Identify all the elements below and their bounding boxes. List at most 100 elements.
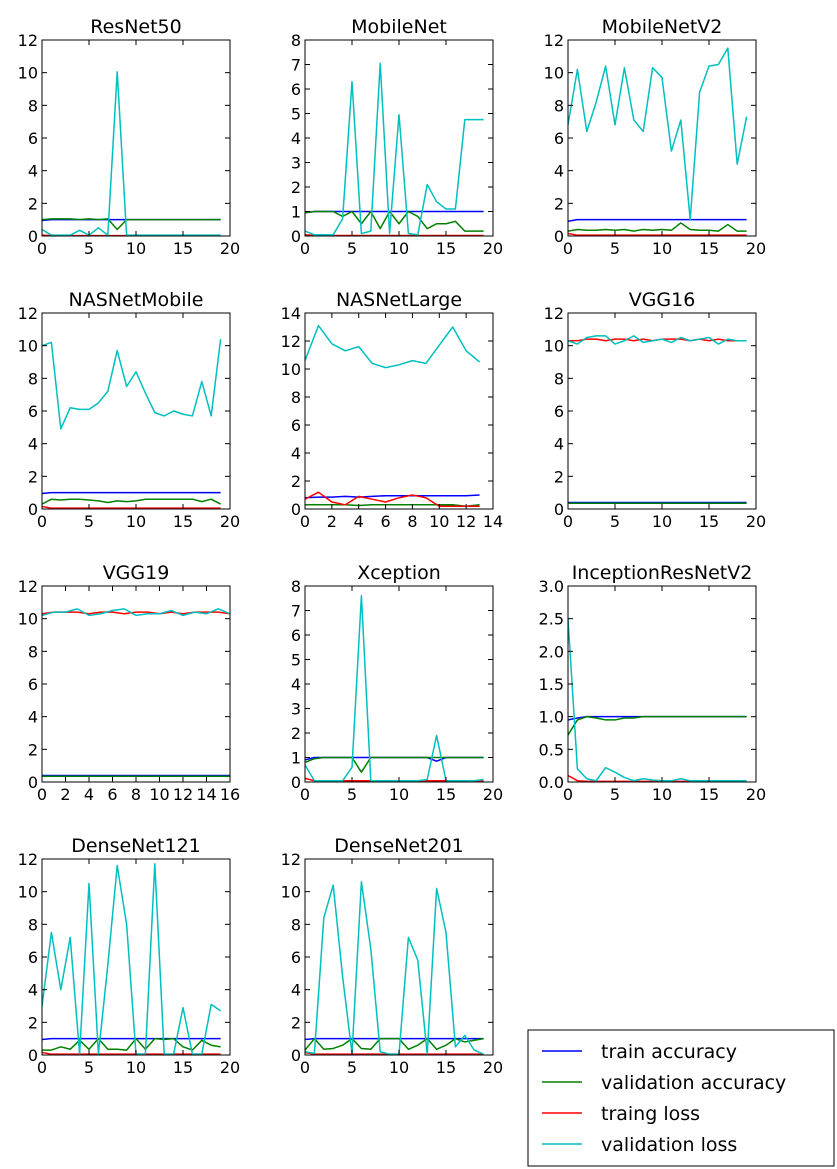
series-line-validation-loss	[42, 71, 221, 236]
y-tick-label: 2	[291, 472, 301, 491]
y-tick-label: 10	[281, 883, 301, 902]
x-tick-label: 6	[107, 785, 117, 804]
series-line-validation-accuracy	[568, 222, 747, 232]
x-tick-label: 15	[699, 239, 719, 258]
series-line-train-accuracy	[42, 491, 221, 495]
y-tick-label: 2.5	[539, 610, 564, 629]
x-tick-label: 15	[436, 1058, 456, 1077]
x-tick-label: 0	[300, 239, 310, 258]
y-tick-label: 0	[28, 1046, 38, 1065]
x-tick-label: 15	[699, 512, 719, 531]
x-tick-label: 10	[126, 1058, 146, 1077]
x-tick-label: 4	[354, 512, 364, 531]
y-tick-label: 1.5	[539, 675, 564, 694]
y-tick-label: 2	[291, 1013, 301, 1032]
y-tick-label: 4	[291, 981, 301, 1000]
x-tick-label: 20	[220, 1058, 240, 1077]
y-tick-label: 1	[291, 203, 301, 222]
axes-frame	[567, 585, 757, 783]
subplot-densenet201: DenseNet201 0 5 10 15 20 0 2 4 6 8 10 12	[281, 835, 504, 1077]
y-tick-label: 0	[554, 227, 564, 246]
y-tick-label: 8	[291, 388, 301, 407]
y-tick-label: 4	[291, 444, 301, 463]
x-tick-label: 0	[300, 1058, 310, 1077]
subplot-title: NASNetLarge	[336, 289, 462, 311]
y-tick-label: 3.0	[539, 577, 564, 596]
y-tick-label: 6	[554, 402, 564, 421]
series-line-validation-accuracy	[42, 498, 221, 505]
x-tick-label: 15	[436, 239, 456, 258]
y-tick-label: 6	[28, 675, 38, 694]
y-tick-label: 12	[18, 304, 38, 323]
y-tick-label: 6	[28, 402, 38, 421]
x-tick-label: 8	[407, 512, 417, 531]
y-tick-label: 5	[291, 105, 301, 124]
x-tick-label: 0	[563, 239, 573, 258]
series-line-validation-loss	[42, 863, 222, 1055]
x-tick-label: 5	[610, 239, 620, 258]
series-line-validation-loss	[42, 339, 222, 430]
series-line-validation-loss	[568, 335, 747, 345]
y-tick-label: 2	[554, 194, 564, 213]
x-tick-label: 15	[173, 1058, 193, 1077]
x-tick-label: 0	[563, 785, 573, 804]
y-tick-label: 14	[281, 304, 301, 323]
y-tick-label: 2	[28, 1013, 38, 1032]
x-tick-label: 0	[300, 785, 310, 804]
y-tick-label: 8	[554, 369, 564, 388]
y-tick-label: 10	[18, 610, 38, 629]
x-tick-label: 16	[220, 785, 240, 804]
subplot-vgg16: VGG16 0 5 10 15 20 0 2 4 6 8 10 12	[544, 289, 767, 531]
y-tick-label: 0	[291, 773, 301, 792]
axes-frame	[567, 39, 757, 237]
x-tick-label: 0	[300, 512, 310, 531]
series-line-validation-accuracy	[42, 1037, 221, 1051]
x-tick-label: 5	[347, 1058, 357, 1077]
subplot-title: Xception	[357, 562, 441, 584]
series-line-validation-loss	[305, 324, 481, 369]
y-tick-label: 4	[28, 981, 38, 1000]
y-tick-label: 8	[554, 96, 564, 115]
subplot-mobilenet: MobileNet 0 5 10 15 20 0 1 2 3 4 5 6 7 8	[291, 16, 503, 258]
x-tick-label: 5	[347, 239, 357, 258]
x-tick-label: 10	[389, 239, 409, 258]
x-tick-label: 2	[60, 785, 70, 804]
axes-frame	[304, 39, 494, 237]
series-line-train-accuracy	[305, 494, 480, 499]
x-tick-label: 12	[173, 785, 193, 804]
x-tick-label: 5	[610, 785, 620, 804]
y-tick-label: 0	[291, 1046, 301, 1065]
y-tick-label: 12	[18, 31, 38, 50]
subplot-title: MobileNet	[351, 16, 447, 38]
x-tick-label: 20	[746, 785, 766, 804]
legend-label: validation accuracy	[601, 1072, 786, 1094]
y-tick-label: 12	[281, 332, 301, 351]
y-tick-label: 2	[28, 194, 38, 213]
x-tick-label: 5	[84, 512, 94, 531]
y-tick-label: 2.0	[539, 642, 564, 661]
series-line-train-accuracy	[568, 218, 747, 223]
series-line-validation-accuracy	[305, 1037, 484, 1051]
y-tick-label: 4	[28, 435, 38, 454]
series-line-validation-loss	[568, 47, 748, 221]
y-tick-label: 8	[28, 369, 38, 388]
x-tick-label: 2	[327, 512, 337, 531]
y-tick-label: 1	[291, 749, 301, 768]
x-tick-label: 20	[483, 1058, 503, 1077]
x-tick-label: 10	[652, 512, 672, 531]
axes-frame	[304, 585, 494, 783]
subplot-title: VGG16	[629, 289, 696, 311]
series-line-validation-accuracy	[305, 504, 480, 507]
x-tick-label: 20	[483, 239, 503, 258]
series-line-validation-accuracy	[305, 756, 484, 773]
y-tick-label: 7	[291, 56, 301, 75]
x-tick-label: 15	[173, 239, 193, 258]
y-tick-label: 10	[18, 64, 38, 83]
series-line-validation-loss	[42, 608, 230, 617]
x-tick-label: 10	[652, 239, 672, 258]
subplot-title: DenseNet121	[71, 835, 201, 857]
axes-frame	[304, 312, 494, 510]
series-line-validation-loss	[305, 62, 484, 236]
x-tick-label: 4	[84, 785, 94, 804]
